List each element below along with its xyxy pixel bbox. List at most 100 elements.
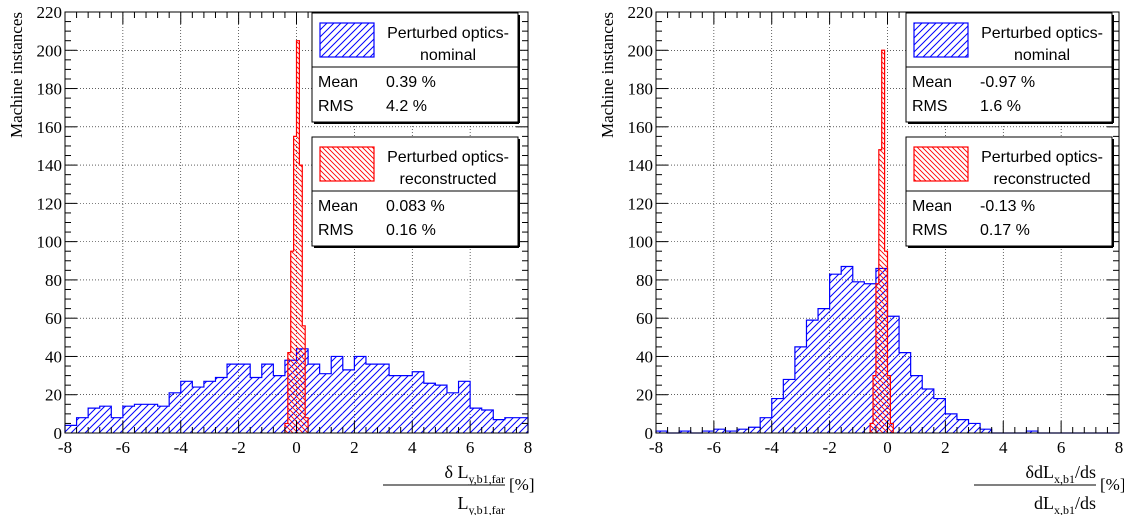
y-tick-label: 180 — [37, 80, 63, 99]
histogram-bin — [296, 40, 300, 434]
histogram-bin — [656, 431, 668, 433]
stat-mean-label: Mean — [912, 198, 952, 215]
y-tick-label: 140 — [37, 156, 63, 175]
histogram-bin — [111, 417, 123, 433]
legend-series-name-line2: nominal — [1014, 47, 1070, 64]
histogram-bin — [215, 377, 228, 433]
histogram-bin — [290, 251, 294, 433]
x-tick-label: 4 — [408, 438, 417, 457]
legend-swatch — [913, 146, 969, 182]
histogram-bin — [423, 383, 436, 433]
x-label-numerator: δ Ly,b1,far — [444, 462, 505, 486]
histogram-bin — [1026, 431, 1038, 433]
x-tick-label: -6 — [116, 438, 130, 457]
x-tick-label: 4 — [999, 438, 1008, 457]
histogram-bin — [293, 136, 297, 434]
reconstructed-histogram — [869, 49, 894, 434]
histogram-bin — [305, 417, 309, 433]
stat-mean-label: Mean — [912, 74, 952, 91]
histogram-bin — [435, 385, 447, 433]
histogram-bin — [302, 325, 306, 433]
stat-rms-label: RMS — [318, 98, 354, 115]
stat-mean-label: Mean — [318, 74, 358, 91]
stat-mean-value: -0.13 % — [980, 198, 1035, 215]
histogram-bin — [922, 388, 934, 433]
y-tick-label: 60 — [636, 309, 653, 328]
histogram-bin — [737, 429, 749, 433]
histogram-bin — [806, 320, 819, 433]
y-axis-label: Machine instances — [598, 12, 617, 138]
y-tick-label: 60 — [45, 309, 62, 328]
histogram-bin — [65, 425, 77, 433]
histogram-bin — [702, 431, 714, 433]
x-label-numerator-tail: /ds — [1075, 462, 1096, 482]
histogram-bin — [794, 346, 807, 433]
y-tick-label: 0 — [54, 424, 63, 443]
histogram-bin — [771, 398, 784, 433]
histogram-bin — [870, 423, 874, 433]
x-label-denominator-main: dL — [1034, 493, 1054, 513]
histogram-bin — [890, 423, 894, 433]
stat-rms-value: 4.2 % — [386, 98, 427, 115]
stat-mean-value: 0.39 % — [386, 74, 436, 91]
reconstructed-histogram — [284, 40, 309, 434]
histogram-bin — [956, 419, 969, 433]
histogram-bin — [783, 379, 795, 433]
left-histogram-panel: -8 -6 -4 -2 0 2 4 6 8020406080100120140160180200… — [7, 3, 534, 515]
stat-rms-value: 1.6 % — [980, 98, 1021, 115]
y-tick-label: 0 — [645, 424, 654, 443]
histogram-bin — [365, 364, 378, 433]
histogram-bin — [180, 381, 193, 433]
x-tick-label: 0 — [292, 438, 301, 457]
x-tick-label: 2 — [350, 438, 359, 457]
stat-rms-value: 0.17 % — [980, 222, 1030, 239]
stat-mean-value: -0.97 % — [980, 74, 1035, 91]
stat-rms-label: RMS — [912, 222, 948, 239]
histogram-bin — [389, 375, 401, 433]
x-label-denominator-sub: x,b1 — [1054, 503, 1075, 515]
legend-series-name-line2: reconstructed — [994, 171, 1091, 188]
legend-series-name-line2: reconstructed — [400, 171, 497, 188]
x-tick-label: -2 — [823, 438, 837, 457]
x-label-denominator-sub: y,b1,far — [468, 503, 505, 515]
x-label-denominator-tail: /ds — [1075, 493, 1096, 513]
legend-swatch — [319, 22, 375, 58]
x-tick-label: -8 — [649, 438, 663, 457]
y-tick-label: 200 — [37, 41, 63, 60]
histogram-bin — [864, 283, 876, 433]
y-tick-label: 120 — [628, 194, 654, 213]
histogram-bin — [227, 364, 239, 433]
histogram-bin — [299, 165, 303, 433]
histogram-bin — [99, 406, 112, 433]
y-tick-label: 220 — [628, 3, 654, 22]
histogram-bin — [818, 308, 830, 433]
x-label-denominator-main: L — [457, 493, 468, 513]
histogram-bin — [446, 392, 459, 433]
y-tick-label: 20 — [636, 386, 653, 405]
legend-reconstructed: Perturbed optics-reconstructed Mean -0.13 … — [905, 136, 1114, 248]
histogram-bin — [342, 369, 355, 433]
histogram-bin — [887, 375, 891, 433]
legend-series-name-line1: Perturbed optics- — [387, 149, 509, 166]
y-axis-label: Machine instances — [7, 12, 26, 138]
histogram-bin — [192, 387, 204, 433]
x-tick-label: 8 — [1115, 438, 1124, 457]
histogram-bin — [250, 377, 262, 433]
x-tick-label: -4 — [174, 438, 189, 457]
stat-rms-label: RMS — [318, 222, 354, 239]
x-tick-label: 6 — [1057, 438, 1066, 457]
histogram-bin — [878, 149, 882, 434]
histogram-bin — [852, 281, 865, 433]
histogram-bin — [899, 352, 911, 433]
legend-nominal: Perturbed optics-nominal Mean -0.97 % RMS 1.… — [905, 12, 1114, 124]
histogram-bin — [481, 410, 494, 433]
histogram-bin — [354, 356, 366, 433]
histogram-bin — [875, 283, 879, 433]
histogram-bin — [887, 316, 900, 433]
stat-rms-label: RMS — [912, 98, 948, 115]
y-tick-label: 180 — [628, 80, 654, 99]
histogram-bin — [146, 404, 158, 433]
